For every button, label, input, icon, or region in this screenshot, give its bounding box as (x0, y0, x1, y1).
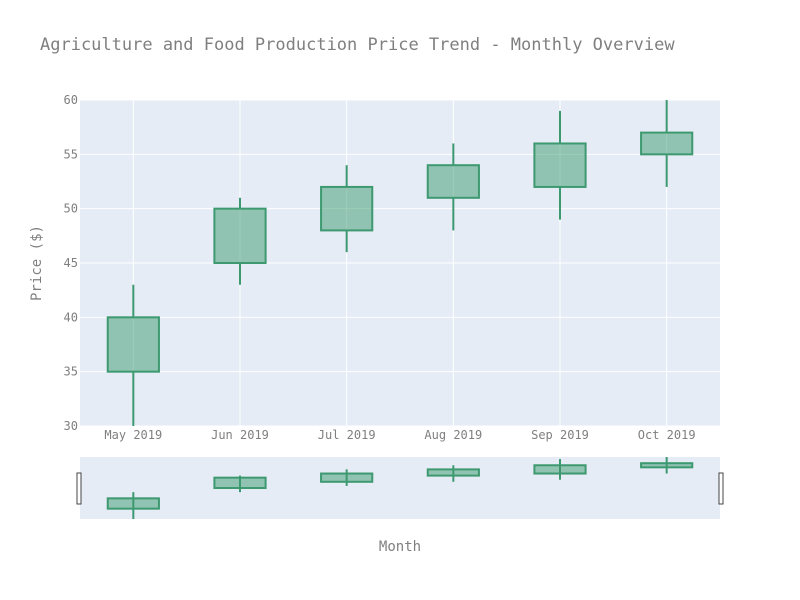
range-slider-right-handle[interactable] (718, 472, 724, 505)
mini-candle-body (320, 472, 374, 483)
y-tick-label: 45 (64, 256, 78, 270)
y-axis-label: Price ($) (29, 225, 45, 301)
mini-candle-body (533, 464, 587, 475)
range-slider-left-handle[interactable] (76, 472, 82, 505)
x-tick-label: Aug 2019 (424, 428, 482, 442)
y-tick-label: 50 (64, 202, 78, 216)
candle-body (426, 164, 480, 199)
y-tick-label: 60 (64, 93, 78, 107)
x-tick-label: Jun 2019 (211, 428, 269, 442)
candle-body (640, 131, 694, 156)
x-tick-label: May 2019 (104, 428, 162, 442)
range-slider[interactable] (80, 457, 720, 519)
y-tick-label: 55 (64, 147, 78, 161)
mini-candle-body (640, 462, 694, 469)
mini-candle-body (426, 468, 480, 477)
candle-body (106, 316, 160, 373)
candle-body (320, 185, 374, 232)
y-tick-label: 30 (64, 419, 78, 433)
y-tick-label: 35 (64, 365, 78, 379)
y-axis-ticks: 30 35 40 45 50 55 60 (64, 93, 78, 433)
x-axis-ticks: May 2019 Jun 2019 Jul 2019 Aug 2019 Sep 2019… (104, 428, 695, 442)
y-tick-label: 40 (64, 310, 78, 324)
x-tick-label: Oct 2019 (638, 428, 696, 442)
candle-body (213, 207, 267, 265)
x-tick-label: Sep 2019 (531, 428, 589, 442)
candle-body (533, 142, 587, 188)
mini-candle-body (106, 497, 160, 510)
chart-title: Agriculture and Food Production Price Tr… (40, 35, 675, 55)
x-tick-label: Jul 2019 (318, 428, 376, 442)
candles (106, 100, 694, 426)
mini-candle-body (213, 476, 267, 489)
range-slider-candles (106, 457, 694, 519)
x-axis-label: Month (379, 539, 421, 555)
